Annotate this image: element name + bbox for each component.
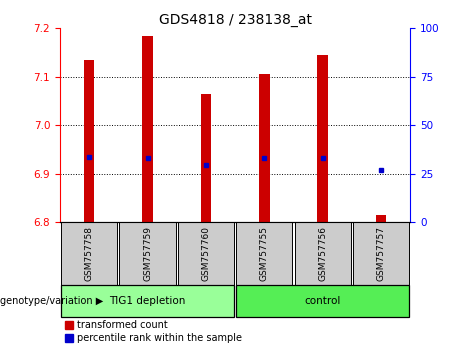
Bar [61, 222, 117, 285]
Bar [61, 285, 234, 317]
Text: GSM757755: GSM757755 [260, 226, 269, 281]
Text: GSM757756: GSM757756 [318, 226, 327, 281]
Text: TIG1 depletion: TIG1 depletion [109, 296, 186, 306]
Bar [318, 55, 328, 222]
Bar [142, 36, 153, 222]
Text: GSM757757: GSM757757 [377, 226, 385, 281]
Bar [236, 222, 292, 285]
Text: GSM757760: GSM757760 [201, 226, 210, 281]
Bar [259, 74, 270, 222]
Text: GSM757758: GSM757758 [85, 226, 94, 281]
Bar [201, 94, 211, 222]
Title: GDS4818 / 238138_at: GDS4818 / 238138_at [159, 13, 312, 27]
Bar [236, 285, 409, 317]
Bar [376, 215, 386, 222]
Bar [84, 60, 95, 222]
Text: GSM757759: GSM757759 [143, 226, 152, 281]
Bar [353, 222, 409, 285]
Bar [295, 222, 351, 285]
Text: genotype/variation ▶: genotype/variation ▶ [0, 296, 103, 306]
Bar [119, 222, 176, 285]
Text: control: control [305, 296, 341, 306]
Bar [178, 222, 234, 285]
Legend: transformed count, percentile rank within the sample: transformed count, percentile rank withi… [65, 320, 242, 343]
